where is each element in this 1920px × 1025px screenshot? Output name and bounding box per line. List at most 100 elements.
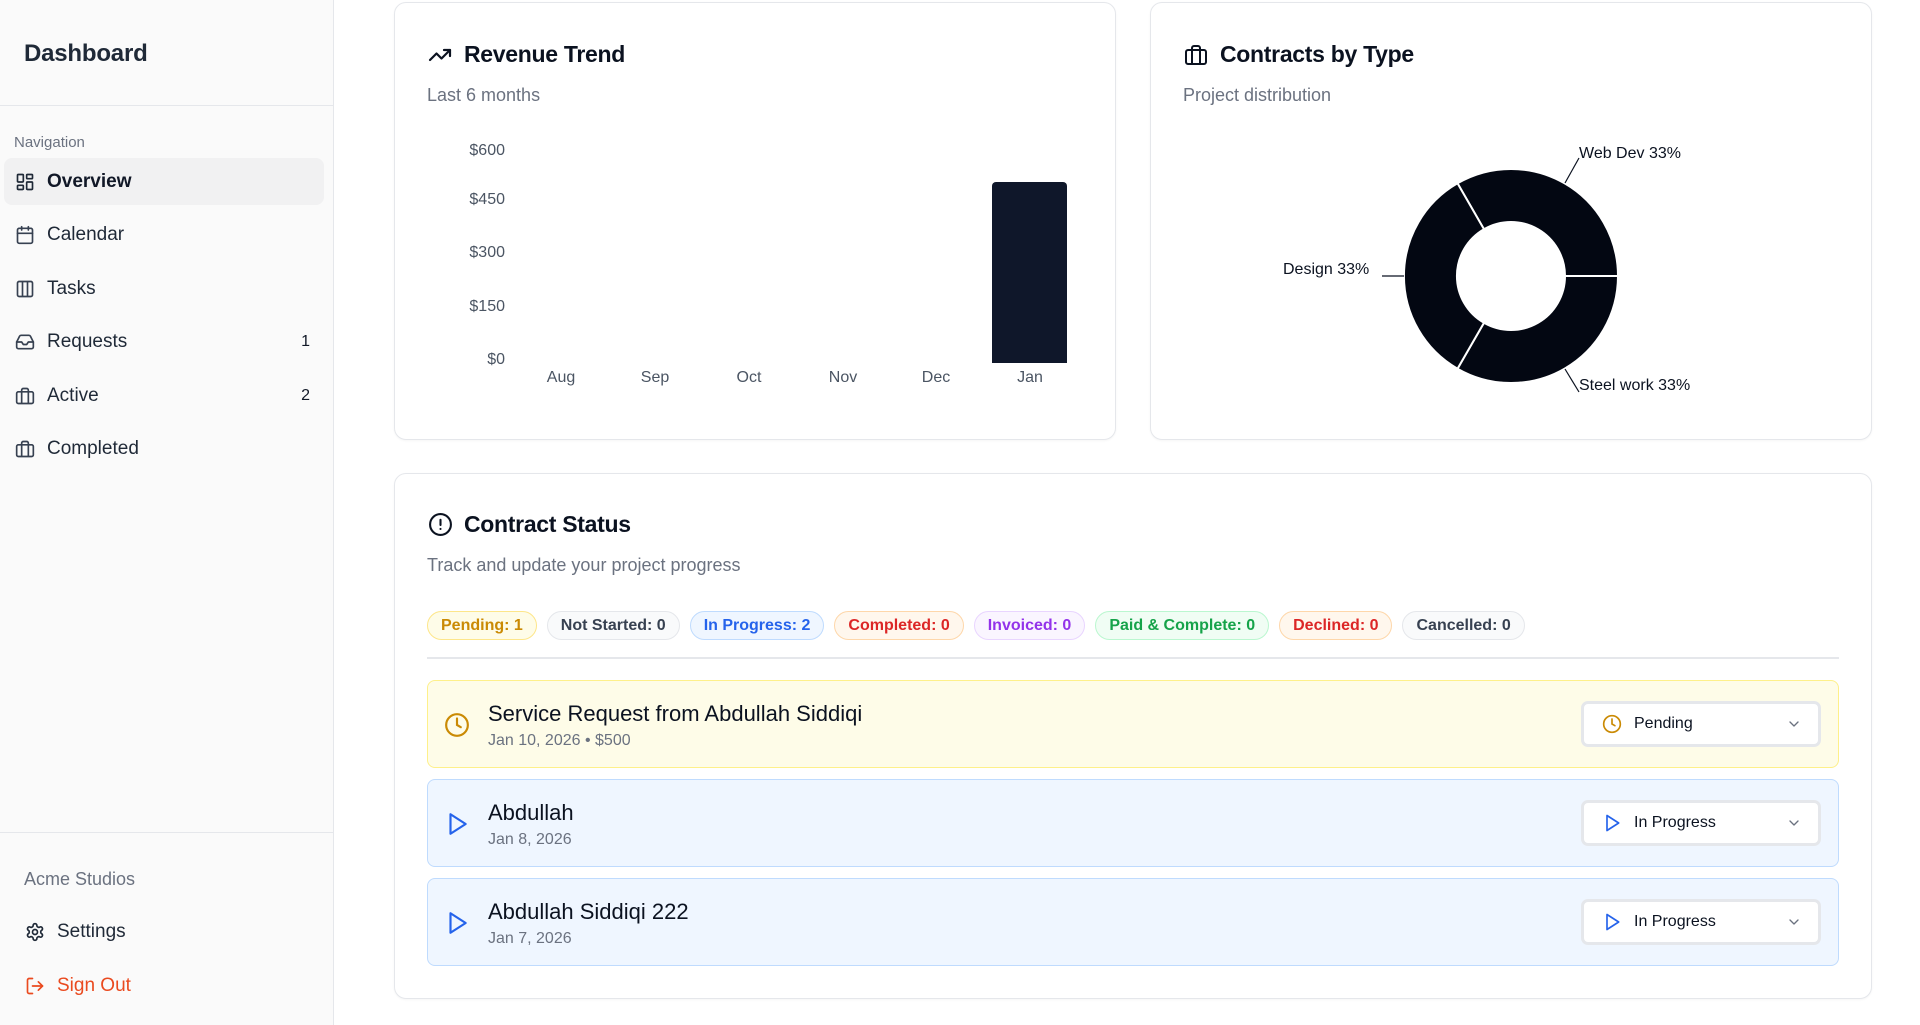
briefcase-icon xyxy=(14,438,36,460)
contract-name: Service Request from Abdullah Siddiqi xyxy=(488,701,863,726)
briefcase-icon xyxy=(14,385,36,407)
badge-declined[interactable]: Declined: 0 xyxy=(1279,611,1393,640)
requests-count-badge: 1 xyxy=(301,333,310,350)
x-tick: Jan xyxy=(1017,369,1043,386)
sidebar: Dashboard Navigation Overview Calendar xyxy=(0,0,334,1025)
contract-name: Abdullah Siddiqi 222 xyxy=(488,899,689,924)
sidebar-item-label: Completed xyxy=(47,438,139,459)
contracts-subtitle: Project distribution xyxy=(1183,85,1332,105)
status-select-value: Pending xyxy=(1634,715,1693,732)
play-icon xyxy=(1602,912,1622,932)
play-icon xyxy=(444,910,470,936)
sidebar-item-requests[interactable]: Requests 1 xyxy=(4,319,324,366)
badge-invoiced[interactable]: Invoiced: 0 xyxy=(973,611,1086,640)
contracts-card-title: Contracts by Type xyxy=(1183,41,1414,68)
revenue-title-text: Revenue Trend xyxy=(464,41,625,67)
sidebar-header: Dashboard xyxy=(0,0,333,106)
sidebar-item-active[interactable]: Active 2 xyxy=(4,372,324,419)
badge-cancelled[interactable]: Cancelled: 0 xyxy=(1402,611,1525,640)
sidebar-item-label: Requests xyxy=(47,331,128,352)
y-tick: $150 xyxy=(469,298,505,315)
sidebar-item-overview[interactable]: Overview xyxy=(4,158,324,205)
badge-completed[interactable]: Completed: 0 xyxy=(834,611,964,640)
status-select[interactable]: In Progress xyxy=(1581,899,1821,945)
chevron-down-icon xyxy=(1786,914,1802,930)
contract-list: Service Request from Abdullah Siddiqi Ja… xyxy=(427,680,1839,977)
x-tick: Oct xyxy=(736,369,762,386)
bar-jan[interactable] xyxy=(992,182,1067,363)
badge-paid-complete[interactable]: Paid & Complete: 0 xyxy=(1095,611,1270,640)
log-out-icon xyxy=(24,975,46,997)
nav-section-label: Navigation xyxy=(14,134,85,151)
contract-meta: Jan 7, 2026 xyxy=(488,930,572,947)
sidebar-item-calendar[interactable]: Calendar xyxy=(4,212,324,259)
badge-pending[interactable]: Pending: 1 xyxy=(427,611,537,640)
contracts-by-type-card: Contracts by Type Project distribution xyxy=(1150,2,1872,440)
status-filter-badges: Pending: 1 Not Started: 0 In Progress: 2… xyxy=(427,611,1525,640)
contracts-title-text: Contracts by Type xyxy=(1220,41,1414,67)
contract-row[interactable]: Abdullah Siddiqi 222 Jan 7, 2026 In Prog… xyxy=(427,878,1839,966)
settings-link[interactable]: Settings xyxy=(24,920,309,944)
revenue-subtitle: Last 6 months xyxy=(427,85,541,105)
x-tick: Nov xyxy=(828,369,858,386)
briefcase-icon xyxy=(1183,42,1209,68)
y-tick: $300 xyxy=(469,244,505,261)
sidebar-nav: Navigation Overview Calendar Tasks xyxy=(0,106,333,473)
calendar-icon xyxy=(14,224,36,246)
columns-icon xyxy=(14,278,36,300)
alert-circle-icon xyxy=(427,512,453,538)
badge-not-started[interactable]: Not Started: 0 xyxy=(546,611,680,640)
active-count-badge: 2 xyxy=(301,386,310,404)
sign-out-link[interactable]: Sign Out xyxy=(24,974,309,998)
status-select[interactable]: Pending xyxy=(1581,701,1821,747)
contract-meta: Jan 10, 2026 • $500 xyxy=(488,732,631,749)
organization-name: Acme Studios xyxy=(24,869,136,889)
sidebar-item-label: Calendar xyxy=(47,224,125,245)
app-title: Dashboard xyxy=(24,40,148,67)
status-card-title: Contract Status xyxy=(427,511,631,538)
revenue-card-title: Revenue Trend xyxy=(427,41,625,68)
sidebar-item-label: Overview xyxy=(47,170,132,192)
badges-divider xyxy=(427,657,1839,659)
contract-status-card: Contract Status Track and update your pr… xyxy=(394,473,1872,999)
chevron-down-icon xyxy=(1786,716,1802,732)
sign-out-label: Sign Out xyxy=(57,975,131,996)
donut-label-web-dev: Web Dev 33% xyxy=(1579,145,1681,162)
status-select[interactable]: In Progress xyxy=(1581,800,1821,846)
clock-icon xyxy=(444,712,470,738)
contract-row[interactable]: Abdullah Jan 8, 2026 In Progress xyxy=(427,779,1839,867)
donut-label-design: Design 33% xyxy=(1283,261,1370,278)
gear-icon xyxy=(24,921,46,943)
play-icon xyxy=(444,811,470,837)
trending-up-icon xyxy=(427,42,453,68)
clock-icon xyxy=(1602,714,1622,734)
x-tick: Dec xyxy=(921,369,951,386)
y-tick: $0 xyxy=(487,351,505,368)
play-icon xyxy=(1602,813,1622,833)
chevron-down-icon xyxy=(1786,815,1802,831)
sidebar-item-label: Active xyxy=(47,384,99,406)
slice-web-dev xyxy=(1456,167,1620,277)
y-tick: $450 xyxy=(469,191,505,208)
sidebar-item-tasks[interactable]: Tasks xyxy=(4,265,324,312)
status-subtitle: Track and update your project progress xyxy=(427,555,741,575)
status-select-value: In Progress xyxy=(1634,913,1716,930)
inbox-icon xyxy=(14,331,36,353)
sidebar-item-completed[interactable]: Completed xyxy=(4,426,324,473)
status-title-text: Contract Status xyxy=(464,511,631,537)
settings-label: Settings xyxy=(57,921,126,942)
status-select-value: In Progress xyxy=(1634,814,1716,831)
x-tick: Aug xyxy=(546,369,576,386)
sidebar-item-label: Tasks xyxy=(47,277,96,299)
badge-in-progress[interactable]: In Progress: 2 xyxy=(689,611,825,640)
donut-svg xyxy=(1382,157,1620,393)
donut-label-steel-work: Steel work 33% xyxy=(1579,377,1691,394)
sidebar-footer: Acme Studios Settings Sign Out xyxy=(0,832,333,1025)
slice-design xyxy=(1403,181,1486,371)
contract-row[interactable]: Service Request from Abdullah Siddiqi Ja… xyxy=(427,680,1839,768)
revenue-trend-card: Revenue Trend Last 6 months $600 $450 $3… xyxy=(394,2,1116,440)
y-tick: $600 xyxy=(469,142,505,159)
x-tick: Sep xyxy=(640,369,670,386)
layout-grid-icon xyxy=(14,171,36,193)
